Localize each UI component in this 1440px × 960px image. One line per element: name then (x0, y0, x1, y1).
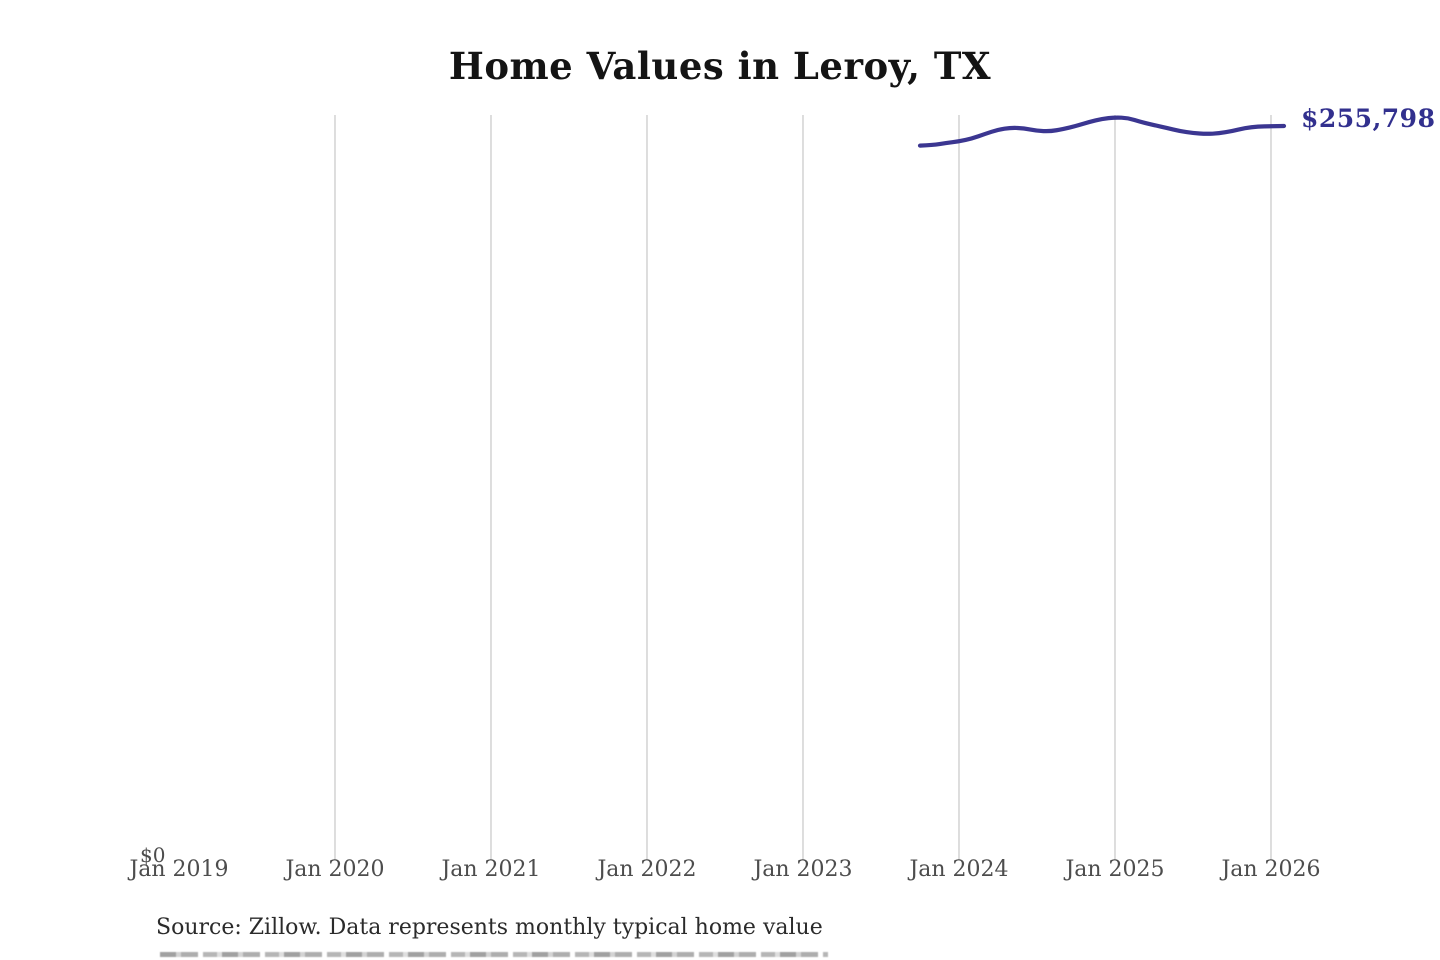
x-tick-label: Jan 2025 (1065, 857, 1165, 882)
source-note: Source: Zillow. Data represents monthly … (156, 915, 823, 940)
x-tick-label: Jan 2021 (441, 857, 541, 882)
x-tick-label: Jan 2026 (1221, 857, 1321, 882)
gridlines-group (334, 115, 1272, 860)
x-tick-label: Jan 2023 (753, 857, 853, 882)
chart-title: Home Values in Leroy, TX (448, 44, 992, 88)
x-tick-label: Jan 2024 (909, 857, 1009, 882)
y-axis-zero-label: $0 (140, 843, 166, 867)
x-tick-label: Jan 2022 (597, 857, 697, 882)
clipped-text-fragment (160, 952, 828, 957)
x-tick-label: Jan 2019 (129, 857, 229, 882)
home-value-line-series (917, 115, 1287, 148)
x-tick-label: Jan 2020 (285, 857, 385, 882)
latest-value-label: $255,798 (1301, 104, 1436, 133)
